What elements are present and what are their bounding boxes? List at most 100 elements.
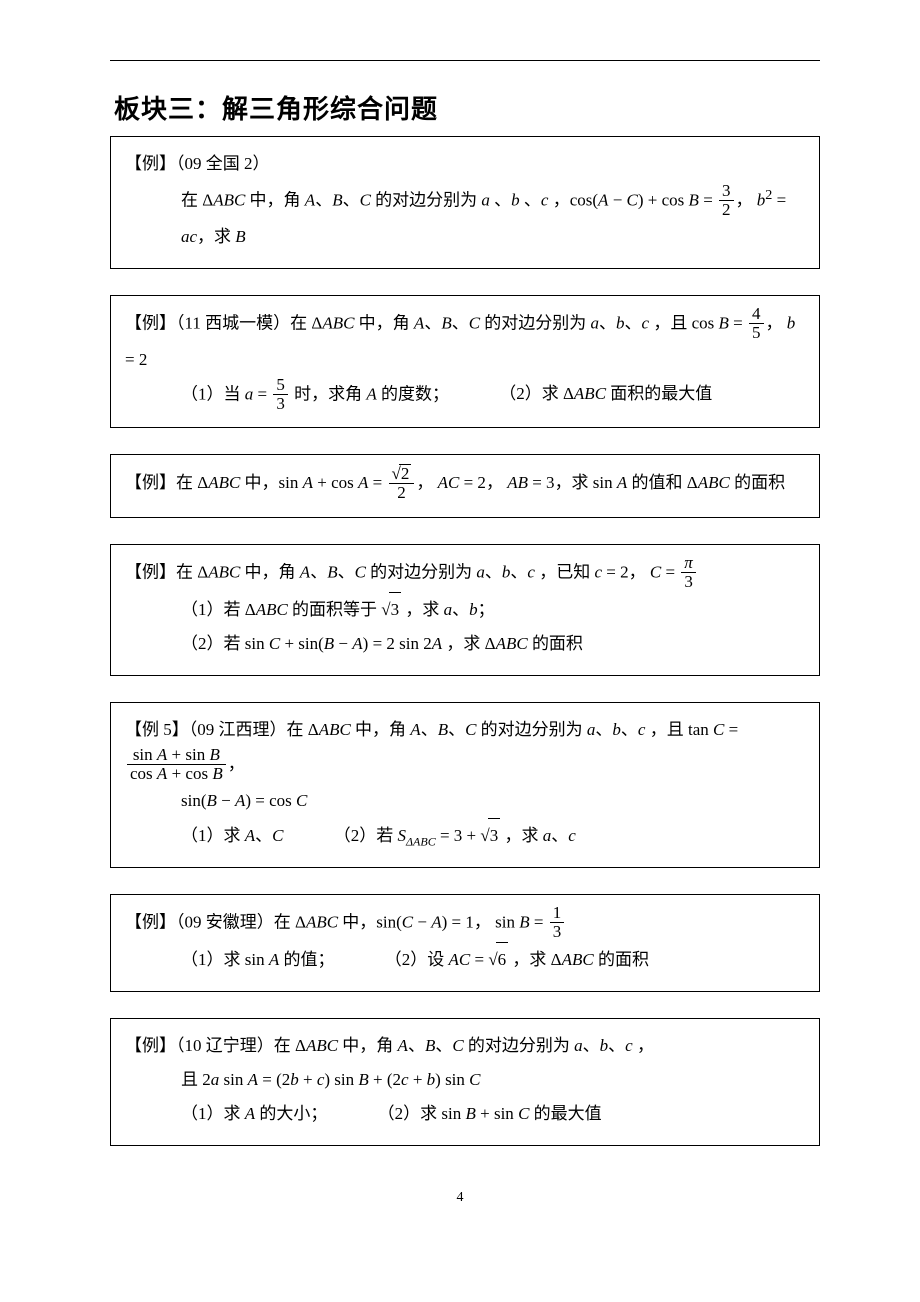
txt: ；: [478, 600, 495, 619]
txt: 求 Δ: [542, 384, 574, 403]
sep: ，: [736, 191, 757, 210]
var-B: B: [327, 562, 337, 581]
problem-1-header: 【例】（09 全国 2）: [125, 147, 805, 181]
txt: 中，角: [338, 1036, 398, 1055]
var-B: B: [519, 912, 529, 931]
var-B: B: [209, 745, 219, 764]
eq: =: [530, 912, 548, 931]
fraction-tanC: sin A + sin Bcos A + cos B: [127, 746, 226, 783]
var-ABC: ABC: [574, 384, 606, 403]
var-A: A: [303, 473, 313, 492]
txt: 面积的最大值: [606, 384, 712, 403]
txt: 在 Δ: [176, 473, 208, 492]
den: cos A + cos B: [127, 764, 226, 783]
var-b: b: [511, 191, 520, 210]
den: 3: [550, 922, 565, 941]
problem-1-body: 在 ΔABC 中，角 A、B、C 的对边分别为 a 、b 、c ，cos(A −…: [125, 181, 805, 254]
var-ac: ac: [181, 227, 197, 246]
var-ABC: ABC: [213, 191, 245, 210]
example-label: 【例】: [125, 154, 176, 173]
txt: ，且 cos: [649, 313, 718, 332]
section-title: 板块三：解三角形综合问题: [114, 89, 820, 126]
sep: 、: [599, 313, 616, 332]
var-A: A: [157, 764, 167, 783]
q2-wrap: （2）若 SΔABC = 3 + √3 ，求 a、c: [334, 818, 576, 853]
eq: =: [772, 191, 786, 210]
var-B: B: [425, 1036, 435, 1055]
txt: （11 西城一模）在 Δ: [176, 313, 322, 332]
sep: 、: [343, 191, 360, 210]
sep: 、: [625, 313, 642, 332]
problem-7-subs: （1）求 A 的大小； （2）求 sin B + sin C 的最大值: [125, 1097, 805, 1131]
var-A: A: [305, 191, 315, 210]
q1-label: （1）: [181, 1104, 224, 1123]
var-C: C: [355, 562, 366, 581]
sep: 、: [490, 191, 511, 210]
txt: 若: [376, 826, 397, 845]
plus: +: [409, 1070, 427, 1089]
var-B: B: [438, 720, 448, 739]
txt: ) = 2 sin 2: [363, 634, 432, 653]
var-B: B: [358, 1070, 368, 1089]
eq: =: [729, 313, 747, 332]
num: 3: [719, 182, 734, 200]
q1-label: （1）: [181, 384, 224, 403]
problem-6: 【例】（09 安徽理）在 ΔABC 中，sin(C − A) = 1， sin …: [110, 894, 820, 992]
example-label: 【例】: [125, 1036, 176, 1055]
sep: 、: [583, 1036, 600, 1055]
txt: ，且 tan: [645, 720, 713, 739]
minus: −: [413, 912, 431, 931]
pi: π: [681, 554, 696, 572]
txt: cos: [130, 764, 157, 783]
sep: 、: [421, 720, 438, 739]
sep: 、: [621, 720, 638, 739]
sqrt-3: √3: [480, 826, 500, 845]
txt: + cos: [313, 473, 358, 492]
var-a: a: [444, 600, 453, 619]
txt: 的最大值: [529, 1104, 601, 1123]
den: 3: [681, 572, 696, 591]
sqrt-6: √6: [488, 950, 508, 969]
var-A: A: [617, 473, 627, 492]
txt: ) sin: [324, 1070, 358, 1089]
problem-6-subs: （1）求 sin A 的值； （2）设 AC = √6 ，求 ΔABC 的面积: [125, 942, 805, 977]
sep: ，: [416, 473, 437, 492]
var-ABC: ABC: [306, 1036, 338, 1055]
var-B: B: [212, 764, 222, 783]
radicand: 3: [488, 818, 501, 853]
var-c: c: [401, 1070, 409, 1089]
var-C: C: [269, 634, 280, 653]
sep: 、: [255, 826, 272, 845]
radicand: 2: [399, 464, 412, 483]
eq-2: = 2: [602, 562, 629, 581]
var-a: a: [481, 191, 490, 210]
num: 4: [749, 305, 764, 323]
num: sin A + sin B: [127, 746, 226, 764]
sep: 、: [338, 562, 355, 581]
eq: =: [724, 720, 738, 739]
txt: ) = cos: [245, 791, 296, 810]
txt: + sin: [476, 1104, 518, 1123]
txt: ，求 sin: [555, 473, 617, 492]
var-AB: AB: [507, 473, 528, 492]
var-C: C: [518, 1104, 529, 1123]
txt: sin: [219, 1070, 247, 1089]
var-c: c: [568, 826, 576, 845]
txt: 求 sin: [224, 950, 269, 969]
var-A: A: [245, 1104, 255, 1123]
var-a: a: [543, 826, 552, 845]
var-A: A: [300, 562, 310, 581]
var-ABC: ABC: [208, 473, 240, 492]
num: 1: [550, 904, 565, 922]
txt: = 3 +: [436, 826, 481, 845]
eq-2: = 2: [125, 350, 147, 369]
q2-label: （2）: [334, 826, 377, 845]
var-a: a: [574, 1036, 583, 1055]
var-A: A: [245, 826, 255, 845]
den: 3: [273, 394, 288, 413]
txt: （09 安徽理）在 Δ: [176, 912, 306, 931]
eq: =: [470, 950, 488, 969]
var-a: a: [476, 562, 485, 581]
minus: −: [217, 791, 235, 810]
txt: 的度数；: [377, 384, 449, 403]
